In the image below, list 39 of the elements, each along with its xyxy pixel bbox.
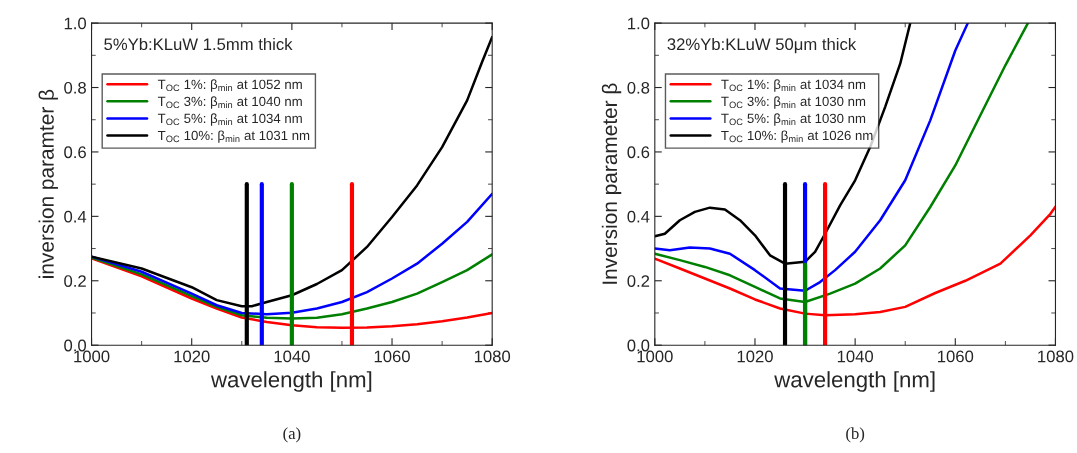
y-tick-label: 1.0 xyxy=(64,17,87,30)
y-tick-label: 0.6 xyxy=(64,146,86,159)
y-tick-label: 0.0 xyxy=(627,339,650,352)
x-tick-label: 1020 xyxy=(174,350,210,363)
x-tick-label: 1060 xyxy=(938,350,974,363)
legend-label: T$_{OC}$ 3%: β$_{min}$ at 1040 nm xyxy=(157,96,302,109)
y-tick-label: 0.8 xyxy=(627,81,650,94)
legend-label: T$_{OC}$ 1%: β$_{min}$ at 1034 nm xyxy=(721,79,866,92)
y-tick-label: 0.4 xyxy=(627,210,650,223)
x-tick-label: 1040 xyxy=(837,350,874,363)
y-tick-label: 0.2 xyxy=(627,275,650,287)
y-tick-label: 0.2 xyxy=(64,275,86,287)
text: (a) xyxy=(283,427,301,443)
legend-label: T$_{OC}$ 10%: β$_{min}$ at 1031 nm xyxy=(157,130,310,143)
legend-label: T$_{OC}$ 10%: β$_{min}$ at 1026 nm xyxy=(721,130,873,143)
y-tick-label: 0.0 xyxy=(64,339,87,352)
x-axis-title: wavelength [nm] xyxy=(774,371,935,392)
legend-label: T$_{OC}$ 3%: β$_{min}$ at 1030 nm xyxy=(721,96,866,109)
legend-label: T$_{OC}$ 5%: β$_{min}$ at 1034 nm xyxy=(157,113,302,126)
y-axis-title: Inversion parameter β xyxy=(601,83,622,284)
x-tick-label: 1080 xyxy=(1038,350,1074,363)
x-axis-title: wavelength [nm] xyxy=(210,371,372,392)
x-tick-label: 1040 xyxy=(274,350,310,363)
y-axis-title: inversion paramter β xyxy=(38,89,58,278)
annotation: 32%Yb:KLuW 50μm thick xyxy=(667,37,857,54)
x-tick-label: 1060 xyxy=(374,350,410,363)
y-tick-label: 1.0 xyxy=(628,17,650,30)
x-tick-label: 1020 xyxy=(737,350,773,363)
annotation: 5%Yb:KLuW 1.5mm thick xyxy=(104,37,293,51)
line-series xyxy=(654,23,970,292)
x-tick-label: 1080 xyxy=(474,350,511,363)
text: (b) xyxy=(846,427,865,443)
x-tick-label: 1000 xyxy=(637,350,673,363)
y-tick-label: 0.4 xyxy=(64,210,87,223)
y-tick-label: 0.6 xyxy=(627,146,650,159)
legend-label: T$_{OC}$ 5%: β$_{min}$ at 1030 nm xyxy=(721,113,866,126)
y-tick-label: 0.8 xyxy=(64,81,86,94)
legend-label: T$_{OC}$ 1%: β$_{min}$ at 1052 nm xyxy=(157,79,302,92)
x-tick-label: 1000 xyxy=(74,350,110,363)
